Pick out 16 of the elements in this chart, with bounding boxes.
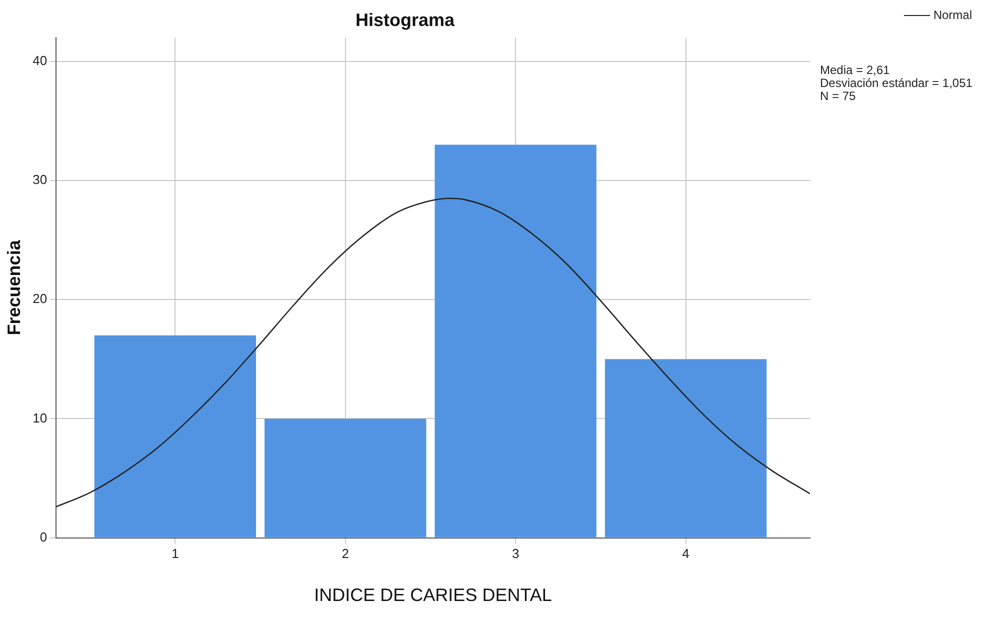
y-axis-title: Frecuencia <box>4 239 24 336</box>
text: Desviación estándar = 1,051 <box>820 76 972 90</box>
y-tick-label: 0 <box>40 529 48 544</box>
y-tick-label: 10 <box>32 410 48 426</box>
y-tick-label: 30 <box>32 172 48 188</box>
x-tick-label: 4 <box>682 546 690 562</box>
chart-title: Histograma <box>355 10 456 30</box>
x-axis-title: INDICE DE CARIES DENTAL <box>314 585 552 606</box>
y-tick-label: 20 <box>32 291 48 306</box>
text: N = 75 <box>820 89 857 103</box>
x-tick-label: 3 <box>512 546 520 562</box>
x-tick-label: 1 <box>172 546 179 562</box>
x-tick-label: 2 <box>342 546 349 562</box>
y-tick-label: 40 <box>32 52 48 68</box>
text: Media = 2,61 <box>820 63 891 77</box>
legend-label: Normal <box>933 8 972 22</box>
